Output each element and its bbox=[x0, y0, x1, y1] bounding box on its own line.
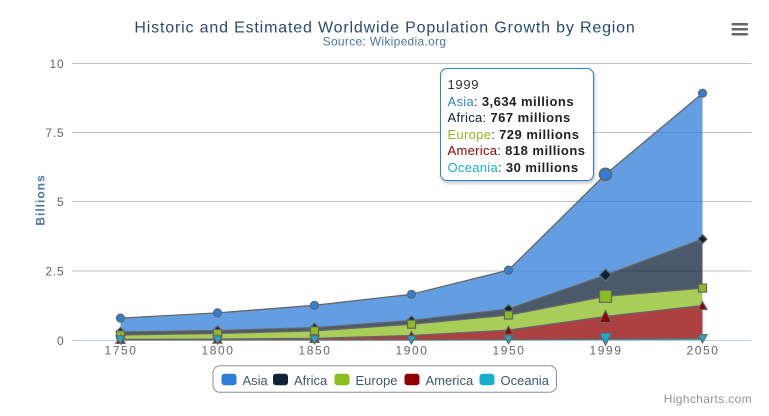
svg-text:Historic and Estimated Worldwi: Historic and Estimated Worldwide Populat… bbox=[134, 20, 635, 37]
svg-text:Oceania: Oceania bbox=[501, 373, 550, 388]
svg-text:America: America bbox=[426, 373, 474, 388]
svg-text:Highcharts.com: Highcharts.com bbox=[664, 392, 752, 406]
svg-text:2050: 2050 bbox=[686, 344, 719, 358]
svg-text:2.5: 2.5 bbox=[45, 265, 64, 279]
svg-text:1800: 1800 bbox=[201, 344, 234, 358]
svg-text:1850: 1850 bbox=[298, 344, 331, 358]
svg-text:10: 10 bbox=[50, 57, 65, 71]
svg-text:7.5: 7.5 bbox=[45, 126, 64, 140]
svg-text:Africa: Africa bbox=[294, 373, 328, 388]
svg-text:Asia: Asia bbox=[243, 373, 269, 388]
svg-text:5: 5 bbox=[57, 195, 64, 209]
svg-text:1900: 1900 bbox=[395, 344, 428, 358]
svg-text:Billions: Billions bbox=[34, 174, 48, 225]
svg-text:Source: Wikipedia.org: Source: Wikipedia.org bbox=[323, 35, 447, 49]
svg-text:1999: 1999 bbox=[589, 344, 622, 358]
svg-text:Europe: Europe bbox=[356, 373, 398, 388]
svg-text:1950: 1950 bbox=[492, 344, 525, 358]
svg-text:0: 0 bbox=[57, 334, 64, 348]
svg-text:1750: 1750 bbox=[104, 344, 137, 358]
